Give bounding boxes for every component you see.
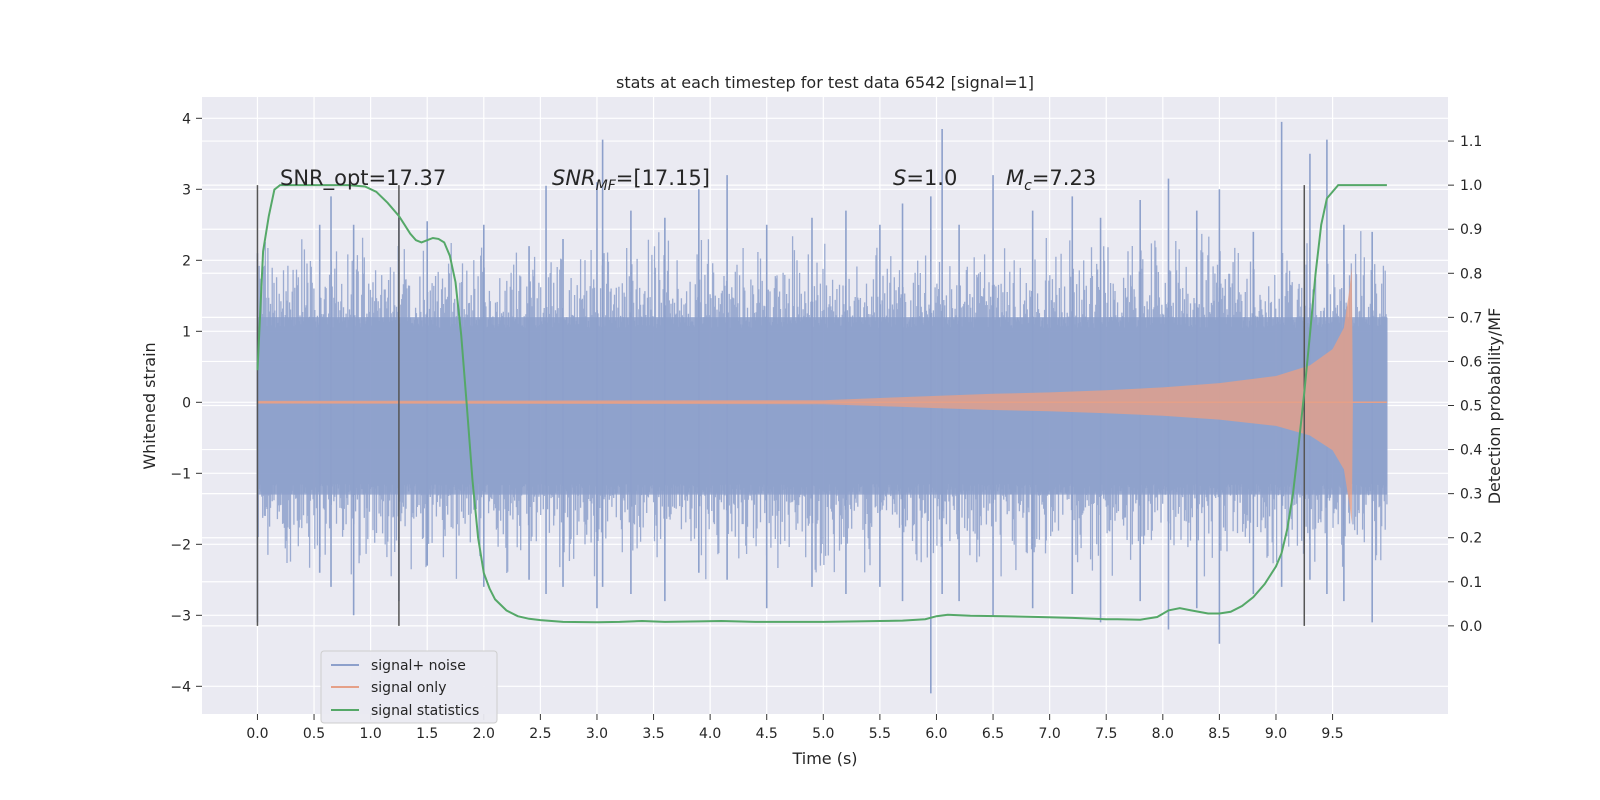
axis-ticks: 0.0 0.5 1.0 1.5 2.0 2.5 3.0 3.5 4.0 4.5 5.0 5.5 6.0 6… (170, 111, 1482, 742)
y-tick-label-right: 0.2 (1460, 531, 1482, 547)
x-tick-label: 2.0 (473, 726, 495, 742)
x-tick-label: 1.0 (359, 726, 381, 742)
x-tick-label: 7.0 (1039, 726, 1061, 742)
signal-statistics-line (256, 184, 1387, 624)
annotation-mc-symbol: M (1006, 166, 1024, 190)
y-axis-label-right: Detection probability/MF (1485, 308, 1504, 505)
y-tick-label-right: 0.7 (1460, 310, 1482, 326)
y-tick-label-right: 1.1 (1460, 134, 1482, 150)
y-tick-label-left: 1 (182, 324, 191, 340)
vertical-markers (256, 185, 1306, 626)
y-tick-label-right: 0.6 (1460, 354, 1482, 370)
y-tick-label-right: 0.9 (1460, 222, 1482, 238)
x-tick-label: 4.5 (756, 726, 778, 742)
y-tick-label-right: 0.8 (1460, 266, 1482, 282)
signal-only-envelope (257, 267, 1353, 524)
x-tick-label: 5.0 (812, 726, 834, 742)
legend: signal+ noise signal only signal statist… (320, 650, 498, 724)
x-axis-label: Time (s) (791, 749, 857, 768)
x-tick-label: 0.5 (303, 726, 325, 742)
signal-only-series (257, 267, 1387, 524)
x-tick-label: 2.5 (529, 726, 551, 742)
x-tick-label: 3.5 (642, 726, 664, 742)
x-tick-label: 5.5 (869, 726, 891, 742)
chart-title: stats at each timestep for test data 654… (616, 73, 1034, 92)
annotation-snr-opt: SNR_opt=17.37 (280, 166, 446, 191)
legend-label-signal-noise: signal+ noise (371, 658, 466, 674)
x-tick-label: 8.5 (1208, 726, 1230, 742)
legend-box (320, 650, 498, 724)
x-tick-label: 9.5 (1321, 726, 1343, 742)
annotation-mc-subscript: c (1024, 178, 1032, 194)
x-tick-label: 8.0 (1152, 726, 1174, 742)
x-tick-label: 3.0 (586, 726, 608, 742)
annotation-snr-mf-symbol: SNR (552, 166, 596, 190)
annotation-s: S=1.0 (893, 166, 957, 190)
annotation-snr-mf-subscript: MF (596, 178, 617, 194)
y-tick-label-left: 3 (182, 182, 191, 198)
x-tick-label: 6.0 (925, 726, 947, 742)
x-tick-label: 4.0 (699, 726, 721, 742)
signal-statistics-series (256, 184, 1387, 624)
y-tick-label-left: −2 (170, 537, 191, 553)
x-tick-label: 7.5 (1095, 726, 1117, 742)
annotation-snr-mf: SNRMF=[17.15] (552, 166, 710, 194)
y-tick-label-left: −3 (170, 608, 191, 624)
x-tick-label: 0.0 (246, 726, 268, 742)
y-tick-label-left: 4 (182, 111, 191, 127)
y-axis-label-left: Whitened strain (140, 342, 159, 469)
annotation-mc-value: =7.23 (1032, 166, 1096, 190)
y-tick-label-right: 0.5 (1460, 399, 1482, 415)
y-tick-label-right: 0.4 (1460, 443, 1482, 459)
y-tick-label-left: −1 (170, 466, 191, 482)
annotation-s-value: =1.0 (906, 166, 957, 190)
x-tick-label: 6.5 (982, 726, 1004, 742)
annotation-snr-mf-value: =[17.15] (616, 166, 710, 190)
x-tick-label: 9.0 (1265, 726, 1287, 742)
legend-label-signal-only: signal only (371, 680, 446, 696)
annotation-mc: Mc=7.23 (1006, 166, 1096, 194)
y-tick-label-left: 2 (182, 253, 191, 269)
legend-label-signal-statistics: signal statistics (371, 703, 479, 719)
y-tick-label-left: −4 (170, 679, 191, 695)
annotation-s-symbol: S (893, 166, 906, 190)
y-tick-label-right: 0.0 (1460, 619, 1482, 635)
y-tick-label-right: 0.1 (1460, 575, 1482, 591)
y-tick-label-right: 0.3 (1460, 487, 1482, 503)
y-tick-label-right: 1.0 (1460, 178, 1482, 194)
y-tick-label-left: 0 (182, 395, 191, 411)
x-tick-label: 1.5 (416, 726, 438, 742)
